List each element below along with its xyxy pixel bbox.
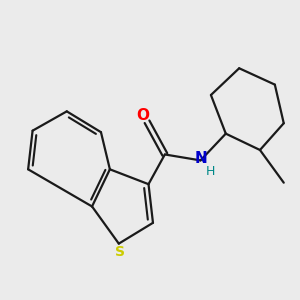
Text: N: N	[194, 152, 207, 166]
Text: O: O	[136, 108, 149, 123]
Text: H: H	[206, 165, 215, 178]
Text: S: S	[115, 245, 125, 259]
